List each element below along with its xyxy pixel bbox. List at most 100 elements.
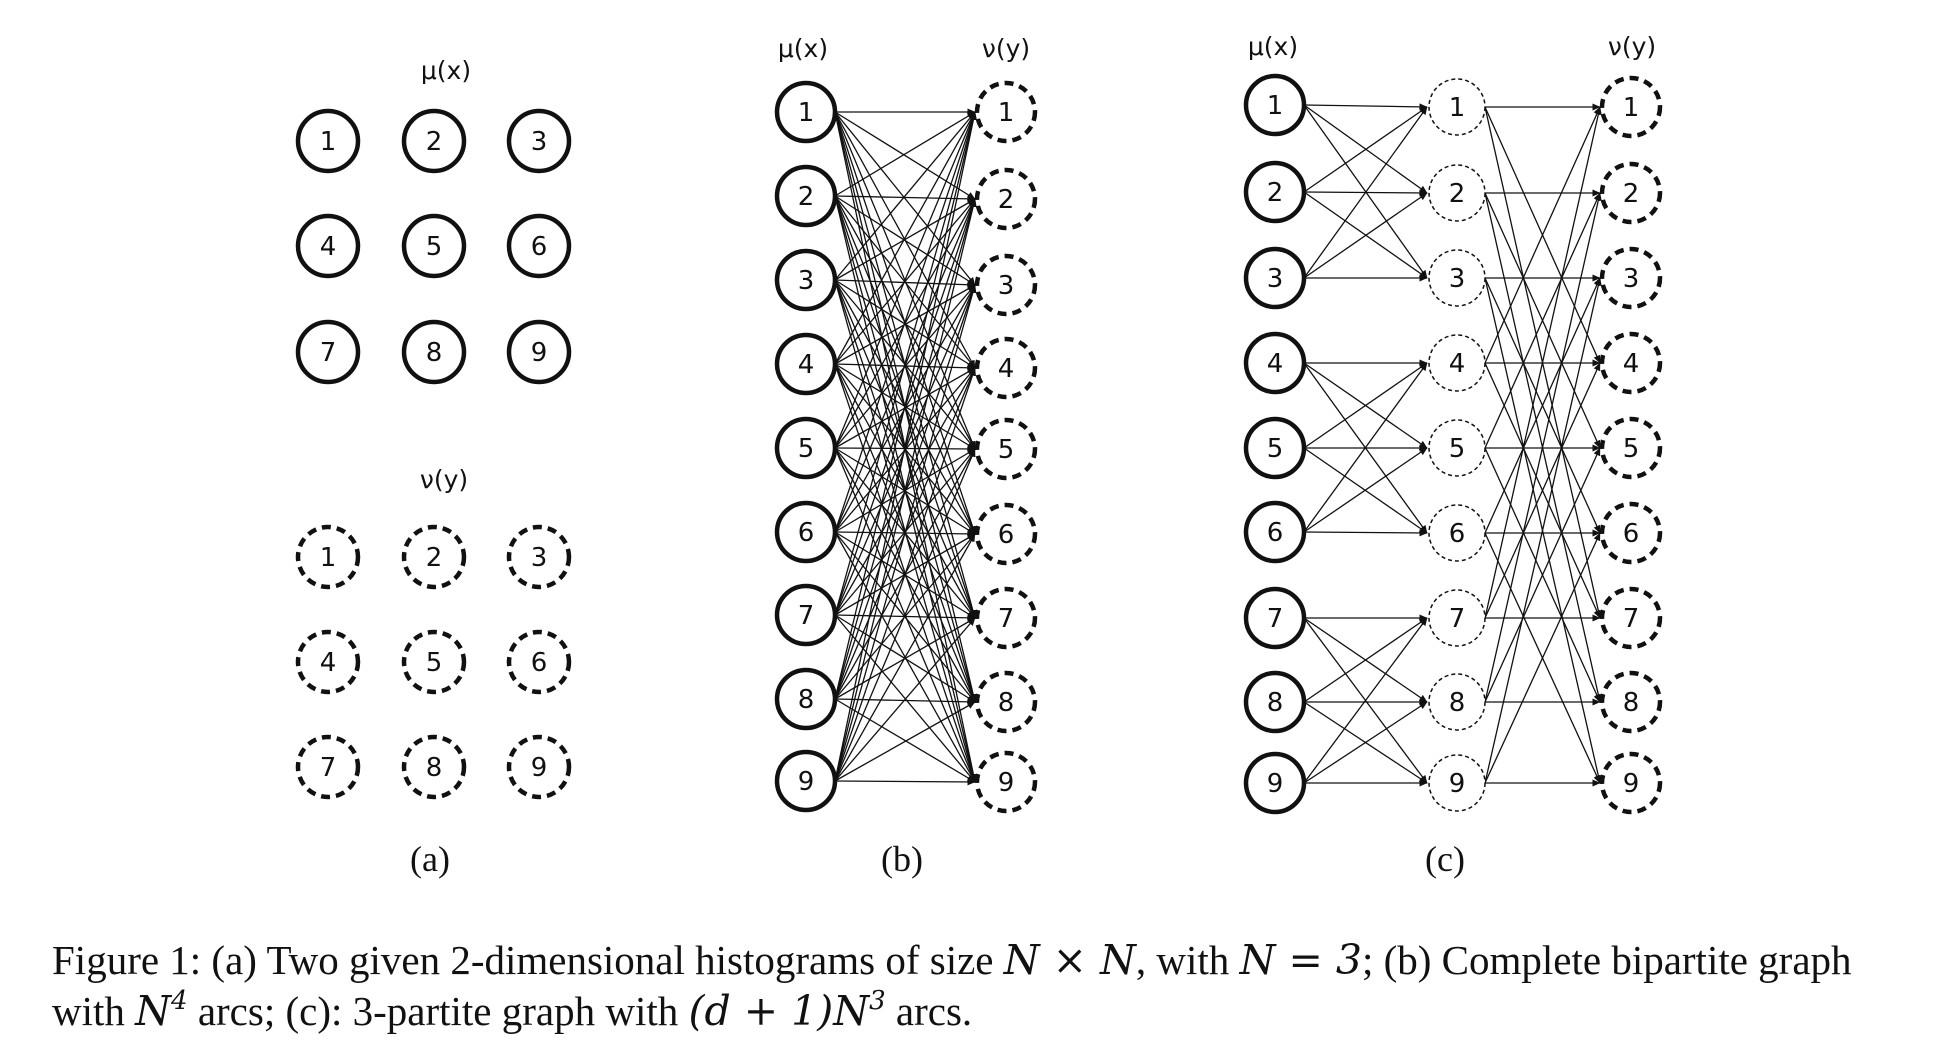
mu-node-6-circle	[1243, 500, 1307, 564]
middle-node-8-circle	[1428, 673, 1486, 731]
nu-node-7-label: 7	[320, 753, 337, 783]
mu-node-8: 8	[1243, 670, 1307, 734]
nu-node-9: 9	[1599, 751, 1663, 815]
middle-node-5: 5	[1428, 419, 1486, 477]
arcs	[1303, 103, 1602, 787]
nu-node-3-label: 3	[1623, 264, 1640, 294]
nu-node-7: 7	[974, 586, 1038, 650]
figure-1: μ(x) ν(y) 1 2 3 4 5 6 7 8 9 1 2 3 4 5 6 7 8 9 (a) μ(x) ν(y) 1 2…	[295, 32, 1663, 879]
panel-c: μ(x) ν(y) 1 2 3 4 5 6 7 8 9 1 2 3 4 5 6 7 8 9 1 2 3 4 5 6 7 8 9 (c)	[1243, 32, 1663, 879]
caption-text: , with	[1135, 937, 1240, 983]
mu-node-9-label: 9	[798, 767, 815, 797]
mu-node-2-label: 2	[1267, 178, 1284, 208]
nu-node-2: 2	[401, 524, 467, 590]
mu-node-9: 9	[506, 319, 572, 385]
caption-math-size: N × N	[1003, 936, 1136, 984]
nu-node-8-circle	[1599, 670, 1663, 734]
middle-node-1-label: 1	[1449, 93, 1466, 123]
nu-node-8: 8	[401, 734, 467, 800]
arc-l9-m7	[1303, 617, 1428, 784]
nu-node-6-label: 6	[1623, 519, 1640, 549]
nu-node-7-label: 7	[998, 604, 1015, 634]
mu-node-8-circle	[401, 319, 467, 385]
nu-node-3-circle	[1599, 246, 1663, 310]
nu-node-5-label: 5	[998, 435, 1015, 465]
mu-node-3: 3	[774, 248, 838, 312]
middle-node-7-circle	[1428, 589, 1486, 647]
arc-7-1	[834, 111, 977, 616]
mu-node-4-circle	[1243, 331, 1307, 395]
nu-node-1-label: 1	[998, 98, 1015, 128]
nu-node-1-label: 1	[1623, 93, 1640, 123]
nu-node-3-circle	[506, 524, 572, 590]
nu-node-9-label: 9	[531, 753, 548, 783]
arc-9-3	[834, 284, 977, 782]
panel-label-c: (c)	[1425, 839, 1465, 879]
nu-node-7-circle	[295, 734, 361, 800]
middle-node-2: 2	[1428, 164, 1486, 222]
arc-l6-m5	[1303, 447, 1428, 533]
arc-l8-m7	[1303, 617, 1428, 703]
nu-node-1-circle	[295, 524, 361, 590]
mu-node-4-label: 4	[320, 232, 337, 262]
panel-a: μ(x) ν(y) 1 2 3 4 5 6 7 8 9 1 2 3 4 5 6 7 8 9 (a)	[295, 56, 572, 879]
mu-node-5-label: 5	[798, 434, 815, 464]
middle-node-5-circle	[1428, 419, 1486, 477]
nu-node-7-circle	[974, 586, 1038, 650]
mu-node-9-circle	[774, 749, 838, 813]
mu-node-1: 1	[295, 108, 361, 174]
nu-node-6: 6	[974, 502, 1038, 566]
arc-l9-m8	[1303, 701, 1428, 784]
nu-node-5: 5	[1599, 416, 1663, 480]
mu-node-7: 7	[774, 583, 838, 647]
nu-node-6: 6	[1599, 501, 1663, 565]
middle-node-6: 6	[1428, 504, 1486, 562]
nu-node-3: 3	[506, 524, 572, 590]
mu-label: μ(x)	[1248, 32, 1298, 61]
middle-node-2-label: 2	[1449, 179, 1466, 209]
mu-node-3-label: 3	[1267, 264, 1284, 294]
arc-m8-r5	[1484, 447, 1601, 703]
mu-node-4: 4	[295, 213, 361, 279]
middle-node-4: 4	[1428, 334, 1486, 392]
nu-node-6-circle	[1599, 501, 1663, 565]
middle-node-8-label: 8	[1449, 688, 1466, 718]
mu-node-8: 8	[774, 667, 838, 731]
nu-node-5-label: 5	[1623, 434, 1640, 464]
mu-node-2-circle	[401, 108, 467, 174]
mu-node-1-label: 1	[798, 98, 815, 128]
mu-label: μ(x)	[421, 56, 471, 85]
mu-node-9-label: 9	[1267, 769, 1284, 799]
panel-label-b: (b)	[881, 839, 923, 879]
nu-node-9-circle	[974, 750, 1038, 814]
mu-node-5-circle	[774, 416, 838, 480]
nu-node-2-circle	[974, 167, 1038, 231]
mu-node-1: 1	[1243, 73, 1307, 137]
mu-node-7: 7	[295, 319, 361, 385]
arc-l3-m2	[1303, 192, 1428, 279]
nu-node-1: 1	[1599, 75, 1663, 139]
nu-node-4: 4	[295, 629, 361, 695]
middle-node-6-label: 6	[1449, 519, 1466, 549]
nu-node-4-label: 4	[320, 648, 337, 678]
mu-node-3-label: 3	[798, 266, 815, 296]
mu-node-7-circle	[1243, 586, 1307, 650]
mu-node-8-circle	[774, 667, 838, 731]
mu-node-8-circle	[1243, 670, 1307, 734]
nu-node-2: 2	[1599, 161, 1663, 225]
arc-l6-m6	[1303, 529, 1428, 537]
nu-node-5: 5	[974, 417, 1038, 481]
arc-9-5	[834, 448, 976, 782]
middle-node-1-circle	[1428, 78, 1486, 136]
mu-node-1-circle	[774, 80, 838, 144]
nu-node-2-circle	[1599, 161, 1663, 225]
nu-node-7-circle	[1599, 586, 1663, 650]
arc-9-1	[834, 111, 977, 782]
mu-label: μ(x)	[778, 34, 828, 63]
mu-node-6: 6	[1243, 500, 1307, 564]
mu-node-5-circle	[1243, 416, 1307, 480]
nu-node-5-circle	[974, 417, 1038, 481]
mu-node-5-circle	[401, 213, 467, 279]
mu-node-1-label: 1	[1267, 91, 1284, 121]
arc-m9-r3	[1484, 277, 1602, 784]
